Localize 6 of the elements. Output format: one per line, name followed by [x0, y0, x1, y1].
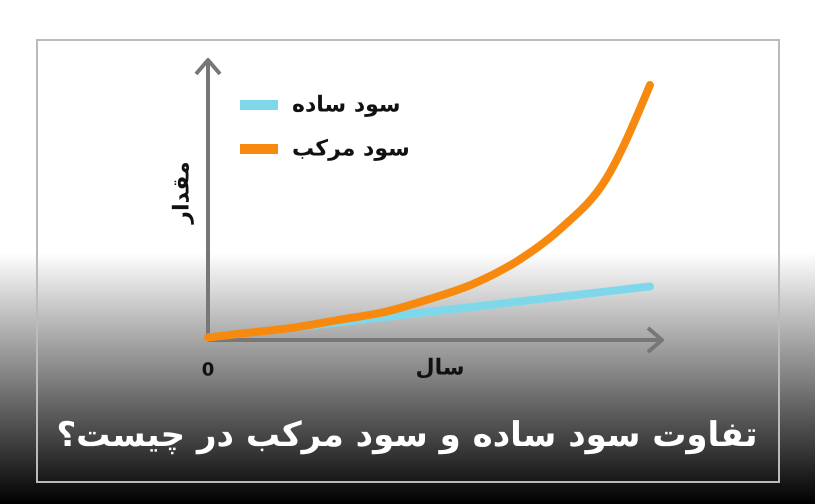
text: 0	[202, 360, 214, 380]
text: تفاوت سود ساده و سود مرکب در چیست؟	[56, 415, 758, 455]
y-axis-title: مقدار	[170, 161, 194, 225]
legend-label: سود ساده	[292, 92, 401, 118]
x-axis-title: سال	[416, 356, 464, 380]
legend-label: سود مرکب	[292, 136, 410, 162]
